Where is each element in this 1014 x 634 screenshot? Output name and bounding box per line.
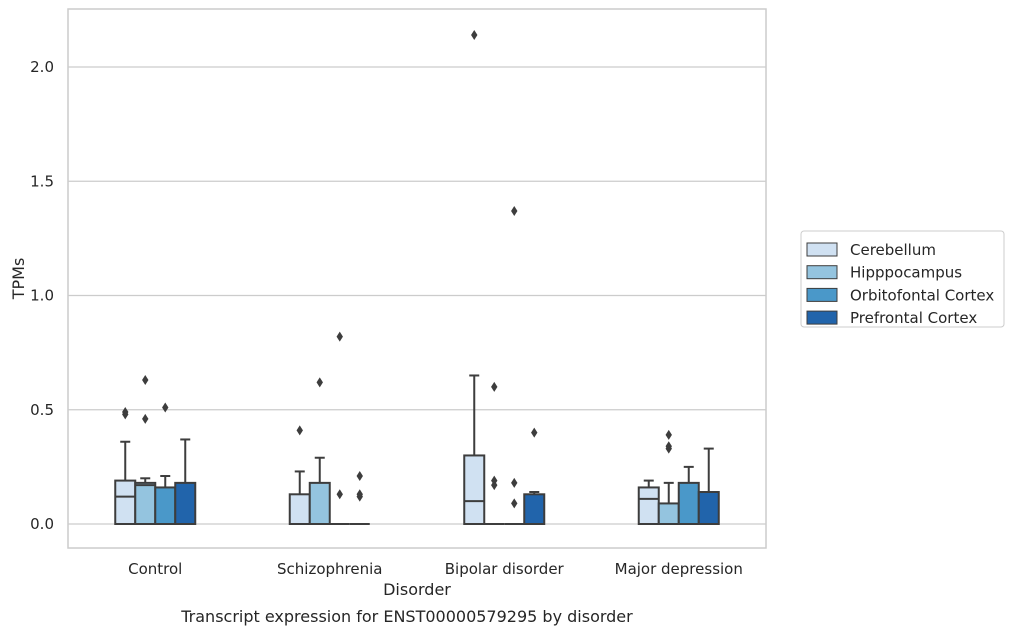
- y-tick-label: 1.0: [30, 287, 54, 305]
- box-body: [697, 491, 720, 526]
- outlier-point: [491, 381, 498, 392]
- x-tick-label: Bipolar disorder: [445, 560, 565, 578]
- legend-label: Prefrontal Cortex: [850, 309, 977, 327]
- outlier-point: [511, 498, 518, 509]
- legend-swatch: [806, 310, 838, 325]
- legend-swatch: [806, 265, 838, 280]
- outlier-point: [316, 377, 323, 388]
- outlier-point: [356, 489, 363, 500]
- outlier-point: [511, 205, 518, 216]
- legend-swatch: [806, 242, 838, 257]
- y-tick-label: 2.0: [30, 58, 54, 76]
- y-tick-label: 0.0: [30, 515, 54, 533]
- outlier-point: [336, 489, 343, 500]
- x-tick-label: Control: [128, 560, 182, 578]
- legend-item: Cerebellum: [806, 241, 936, 259]
- box-body: [463, 454, 486, 526]
- box-body: [308, 481, 331, 525]
- legend-label: Hipppocampus: [850, 264, 962, 282]
- plot-frame: [67, 8, 767, 549]
- outlier-point: [531, 427, 538, 438]
- box-cerebellum: [288, 425, 311, 526]
- box-hipppocampus: [308, 377, 331, 525]
- box-body: [637, 486, 660, 526]
- outlier-point: [491, 475, 498, 486]
- outlier-point: [122, 407, 129, 418]
- box-cerebellum: [637, 479, 660, 526]
- y-axis-label: TPMs: [9, 258, 28, 301]
- box-hipppocampus: [657, 429, 680, 525]
- grid-lines: [68, 66, 766, 525]
- outlier-point: [142, 413, 149, 424]
- legend-label: Cerebellum: [850, 241, 936, 259]
- legend-label: Orbitofontal Cortex: [850, 286, 994, 304]
- y-tick-label: 0.5: [30, 401, 54, 419]
- outlier-point: [296, 425, 303, 436]
- box-body: [154, 486, 177, 526]
- legend-item: Orbitofontal Cortex: [806, 286, 994, 304]
- legend-items: Cerebellum Hipppocampus Orbitofontal Corte…: [806, 241, 994, 327]
- box-orbitofontal-cortex: [677, 465, 700, 525]
- box-hipppocampus: [134, 375, 157, 525]
- box-body: [657, 502, 680, 525]
- legend: Cerebellum Hipppocampus Orbitofontal Corte…: [800, 230, 1005, 328]
- outlier-point: [336, 331, 343, 342]
- box-plot-marks: [114, 30, 720, 526]
- box-orbitofontal-cortex: [154, 402, 177, 526]
- legend-item: Prefrontal Cortex: [806, 309, 977, 327]
- outlier-point: [142, 375, 149, 386]
- box-prefrontal-cortex: [349, 471, 370, 525]
- box-body: [288, 493, 311, 526]
- box-body: [523, 493, 546, 526]
- box-prefrontal-cortex: [697, 447, 720, 526]
- chart-caption: Transcript expression for ENST0000057929…: [180, 607, 633, 626]
- x-tick-label: Major depression: [615, 560, 743, 578]
- x-tick-label: Schizophrenia: [277, 560, 382, 578]
- box-body: [114, 479, 137, 525]
- box-orbitofontal-cortex: [329, 331, 350, 525]
- legend-swatch: [806, 287, 838, 302]
- box-prefrontal-cortex: [523, 427, 546, 526]
- outlier-point: [162, 402, 169, 413]
- box-cerebellum: [114, 407, 137, 525]
- outlier-point: [665, 441, 672, 452]
- box-hipppocampus: [484, 381, 505, 525]
- outlier-point: [511, 477, 518, 488]
- box-body: [677, 481, 700, 525]
- legend-frame: [800, 230, 1005, 328]
- x-tick-labels: Control Schizophrenia Bipolar disorder Majo…: [128, 560, 743, 578]
- y-tick-labels: 0.0 0.5 1.0 1.5 2.0: [30, 58, 54, 533]
- box-body: [174, 481, 197, 525]
- box-orbitofontal-cortex: [504, 205, 525, 525]
- box-prefrontal-cortex: [174, 438, 197, 525]
- x-axis-label: Disorder: [383, 580, 451, 599]
- y-tick-label: 1.5: [30, 172, 54, 190]
- legend-item: Hipppocampus: [806, 264, 962, 282]
- box-body: [134, 481, 157, 525]
- outlier-point: [665, 429, 672, 440]
- box-cerebellum: [463, 30, 486, 526]
- outlier-point: [356, 471, 363, 482]
- outlier-point: [471, 30, 478, 41]
